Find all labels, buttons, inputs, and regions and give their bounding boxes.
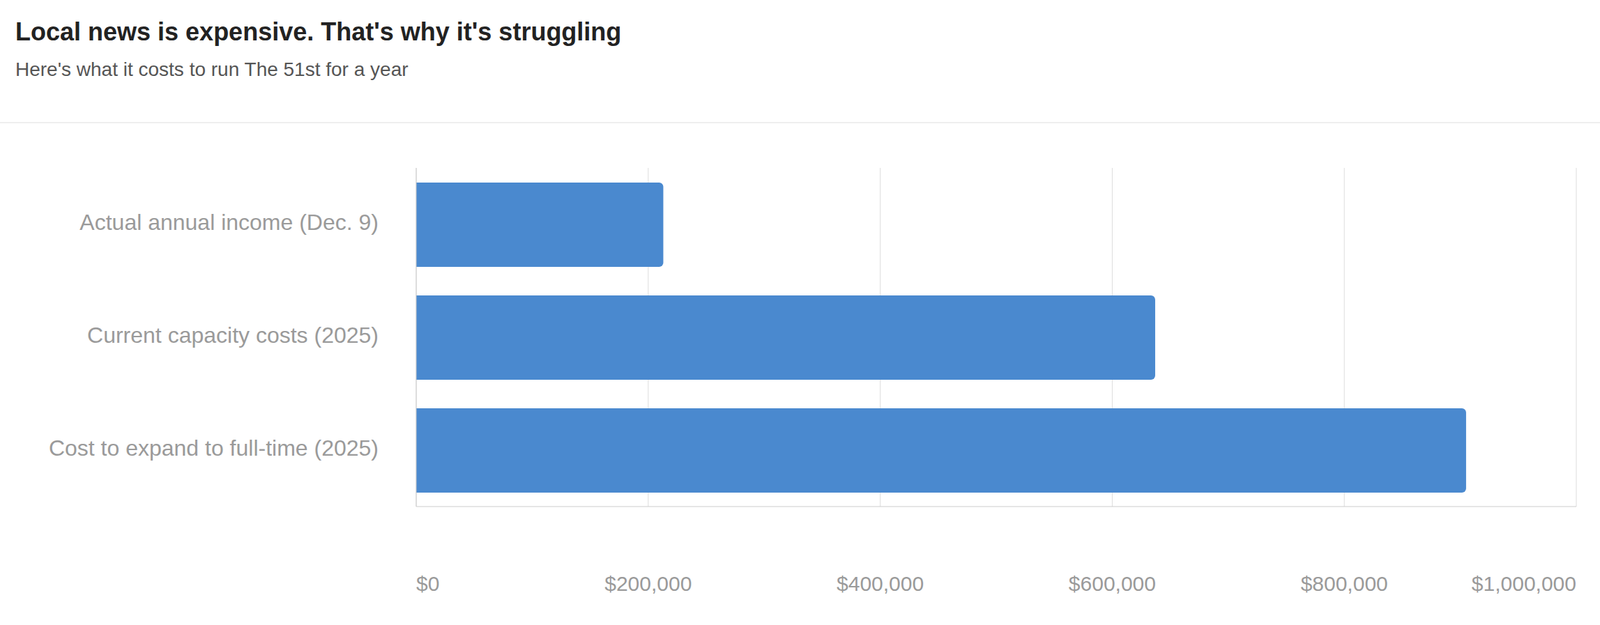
svg-text:Current capacity costs (2025): Current capacity costs (2025) (87, 322, 379, 348)
svg-text:$800,000: $800,000 (1300, 572, 1389, 596)
svg-text:$400,000: $400,000 (836, 572, 924, 596)
svg-text:$200,000: $200,000 (604, 572, 692, 596)
svg-text:$600,000: $600,000 (1068, 572, 1156, 596)
svg-text:$0: $0 (416, 572, 440, 596)
svg-text:Actual annual income (Dec. 9): Actual annual income (Dec. 9) (79, 209, 379, 235)
html-text:Local news is expensive. That': Local news is expensive. That's why it's… (15, 17, 622, 47)
html-text:Here's what it costs to run Th: Here's what it costs to run The 51st for… (15, 58, 409, 81)
svg-text:$1,000,000: $1,000,000 (1471, 572, 1577, 596)
svg-text:Cost to expand to full-time (2: Cost to expand to full-time (2025) (48, 435, 379, 461)
